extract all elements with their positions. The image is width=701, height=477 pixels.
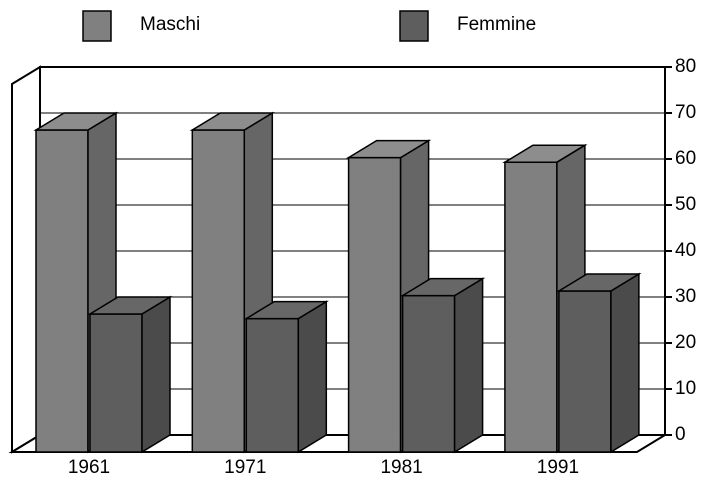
bar-side xyxy=(453,277,484,454)
x-tick-label: 1991 xyxy=(537,457,579,477)
bar-side xyxy=(141,295,171,454)
x-tick-label: 1981 xyxy=(380,457,422,477)
legend-label: Femmine xyxy=(457,14,536,35)
y-tick-label: 80 xyxy=(675,56,696,77)
y-tick-label: 0 xyxy=(675,424,686,445)
legend-label: Maschi xyxy=(140,14,200,35)
bar-front xyxy=(347,156,402,453)
bar-top xyxy=(87,296,173,315)
bar-front xyxy=(245,317,300,453)
bar-top xyxy=(33,112,119,131)
y-tick-label: 70 xyxy=(675,102,696,123)
y-tick-label: 20 xyxy=(675,332,696,353)
bar-top xyxy=(345,139,432,159)
bar-front xyxy=(35,129,89,453)
bar-top xyxy=(189,112,275,131)
y-tick-label: 30 xyxy=(675,286,696,307)
bar-front xyxy=(401,294,456,453)
x-tick-label: 1971 xyxy=(224,457,266,477)
bar-top xyxy=(556,273,642,292)
y-tick-label: 40 xyxy=(675,240,696,261)
y-tick-label: 50 xyxy=(675,194,696,215)
bar-top xyxy=(502,144,588,163)
bar-side xyxy=(610,272,640,454)
bar-top xyxy=(243,300,329,320)
y-tick-label: 60 xyxy=(675,148,696,169)
y-tick-label: 10 xyxy=(675,378,696,399)
bar-top xyxy=(399,277,486,297)
legend-swatch xyxy=(399,10,429,42)
legend-swatch xyxy=(82,10,112,42)
bar-front xyxy=(191,129,246,453)
x-tick-label: 1961 xyxy=(68,457,110,477)
bar-side xyxy=(297,300,328,454)
bar-front xyxy=(504,161,558,453)
bar-front xyxy=(558,290,612,453)
bar-front xyxy=(89,313,143,453)
